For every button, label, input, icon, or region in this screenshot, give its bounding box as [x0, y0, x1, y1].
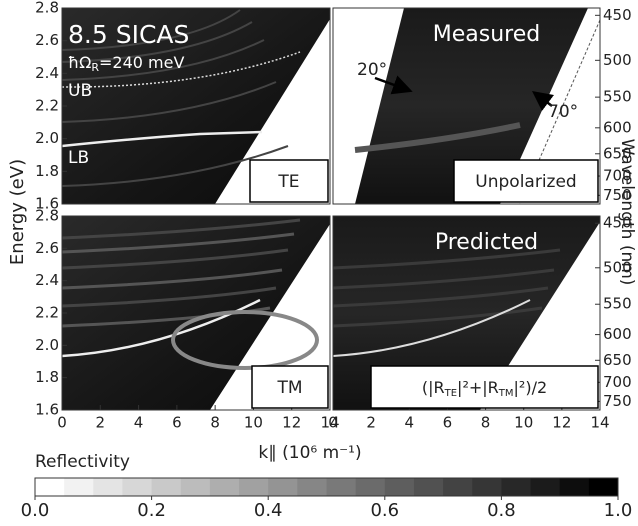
colorbar-step: [443, 478, 473, 496]
y2-tick-label: 450: [603, 214, 632, 232]
colorbar-step: [268, 478, 298, 496]
x-tick-label: 6: [443, 414, 453, 432]
colorbar-step: [35, 478, 65, 496]
y2-tick-label: 750: [603, 392, 632, 410]
panel-label: (|RTE|²+|RTM|²)/2: [422, 378, 547, 400]
panel-title: Predicted: [435, 230, 538, 255]
label-part: |²+|R: [457, 378, 499, 397]
colorbar-tick-label: 0.4: [254, 500, 283, 521]
x-tick-label: 6: [172, 414, 182, 432]
colorbar-step: [501, 478, 531, 496]
x-tick-label: 2: [96, 414, 106, 432]
x-axis-title: k∥ (10⁶ m⁻¹): [258, 443, 361, 463]
colorbar-step: [356, 478, 386, 496]
label-part: (|R: [422, 378, 445, 397]
y2-tick-label: 650: [603, 351, 632, 369]
colorbar-tick-label: 0.6: [370, 500, 399, 521]
x-tick-label: 2: [366, 414, 376, 432]
y2-tick-label: 450: [603, 6, 632, 24]
x-tick-label: 4: [134, 414, 144, 432]
x-tick-label: 4: [405, 414, 415, 432]
subtitle-part: =240 meV: [99, 53, 184, 72]
y-tick-label: 1.6: [35, 401, 59, 419]
label-part: TE: [444, 388, 457, 399]
x-tick-label: 8: [481, 414, 491, 432]
panel-label: TM: [276, 378, 302, 398]
colorbar-tick-label: 0.8: [487, 500, 516, 521]
y-tick-label: 2.8: [35, 0, 59, 17]
colorbar-step: [327, 478, 357, 496]
panel-title: 8.5 SICAS: [68, 20, 189, 49]
colorbar-step: [414, 478, 444, 496]
colorbar-step: [472, 478, 502, 496]
y-tick-label: 2.6: [35, 239, 59, 257]
y-tick-label: 2.2: [35, 304, 59, 322]
figure: 1.6 1.8 2.0 2.2 2.4 2.6 2.8 8.5 SICAS ħΩR=240 me…: [0, 0, 638, 522]
page: {"chart_data": [ {"type": "heatmap", "ti…: [0, 0, 638, 522]
label-part: |²)/2: [514, 378, 548, 397]
x-tick-label: 10: [244, 414, 263, 432]
x-tick-label: 14: [590, 414, 609, 432]
panel-title: Measured: [433, 22, 540, 47]
annotation: 70°: [548, 102, 578, 122]
subtitle-part: ħΩ: [68, 53, 91, 72]
colorbar-step: [385, 478, 415, 496]
y-tick-label: 2.4: [35, 64, 59, 82]
colorbar-title: Reflectivity: [35, 452, 130, 472]
colorbar-step: [64, 478, 94, 496]
y2-tick-label: 550: [603, 295, 632, 313]
annotation: 20°: [357, 60, 387, 80]
colorbar-step: [152, 478, 182, 496]
colorbar-tick-label: 0.0: [21, 500, 50, 521]
colorbar-step: [239, 478, 269, 496]
y-tick-label: 2.8: [35, 207, 59, 225]
colorbar-step: [210, 478, 240, 496]
y-tick-label: 2.0: [35, 336, 59, 354]
annotation: LB: [68, 148, 89, 168]
x-tick-label: 0: [328, 414, 338, 432]
y-tick-label: 2.4: [35, 271, 59, 289]
y-tick-label: 2.2: [35, 97, 59, 115]
y2-tick-label: 600: [603, 118, 632, 136]
y-tick-label: 2.6: [35, 31, 59, 49]
colorbar-step: [93, 478, 123, 496]
y2-tick-label: 550: [603, 88, 632, 106]
x-tick-label: 10: [514, 414, 533, 432]
y-axis-title: Energy (eV): [7, 159, 28, 265]
y-tick-label: 2.0: [35, 129, 59, 147]
y2-tick-label: 500: [603, 51, 632, 69]
annotation: UB: [68, 81, 92, 101]
x-tick-label: 0: [57, 414, 67, 432]
x-tick-label: 12: [552, 414, 571, 432]
y-tick-label: 1.8: [35, 368, 59, 386]
panel-label: Unpolarized: [475, 172, 576, 192]
colorbar-tick-label: 1.0: [604, 500, 633, 521]
y-tick-label: 1.8: [35, 162, 59, 180]
panel-label: TE: [277, 172, 299, 192]
label-part: TM: [498, 388, 514, 399]
colorbar-step: [181, 478, 211, 496]
y2-tick-label: 600: [603, 325, 632, 343]
panel-subtitle: ħΩR=240 meV: [68, 53, 184, 75]
x-tick-label: 8: [210, 414, 220, 432]
y2-tick-label: 500: [603, 258, 632, 276]
x-tick-label: 12: [282, 414, 301, 432]
colorbar-step: [531, 478, 561, 496]
y2-tick-label: 700: [603, 373, 632, 391]
colorbar-step: [589, 478, 619, 496]
colorbar-step: [560, 478, 590, 496]
colorbar-step: [297, 478, 327, 496]
colorbar-step: [122, 478, 152, 496]
colorbar-tick-label: 0.2: [137, 500, 166, 521]
